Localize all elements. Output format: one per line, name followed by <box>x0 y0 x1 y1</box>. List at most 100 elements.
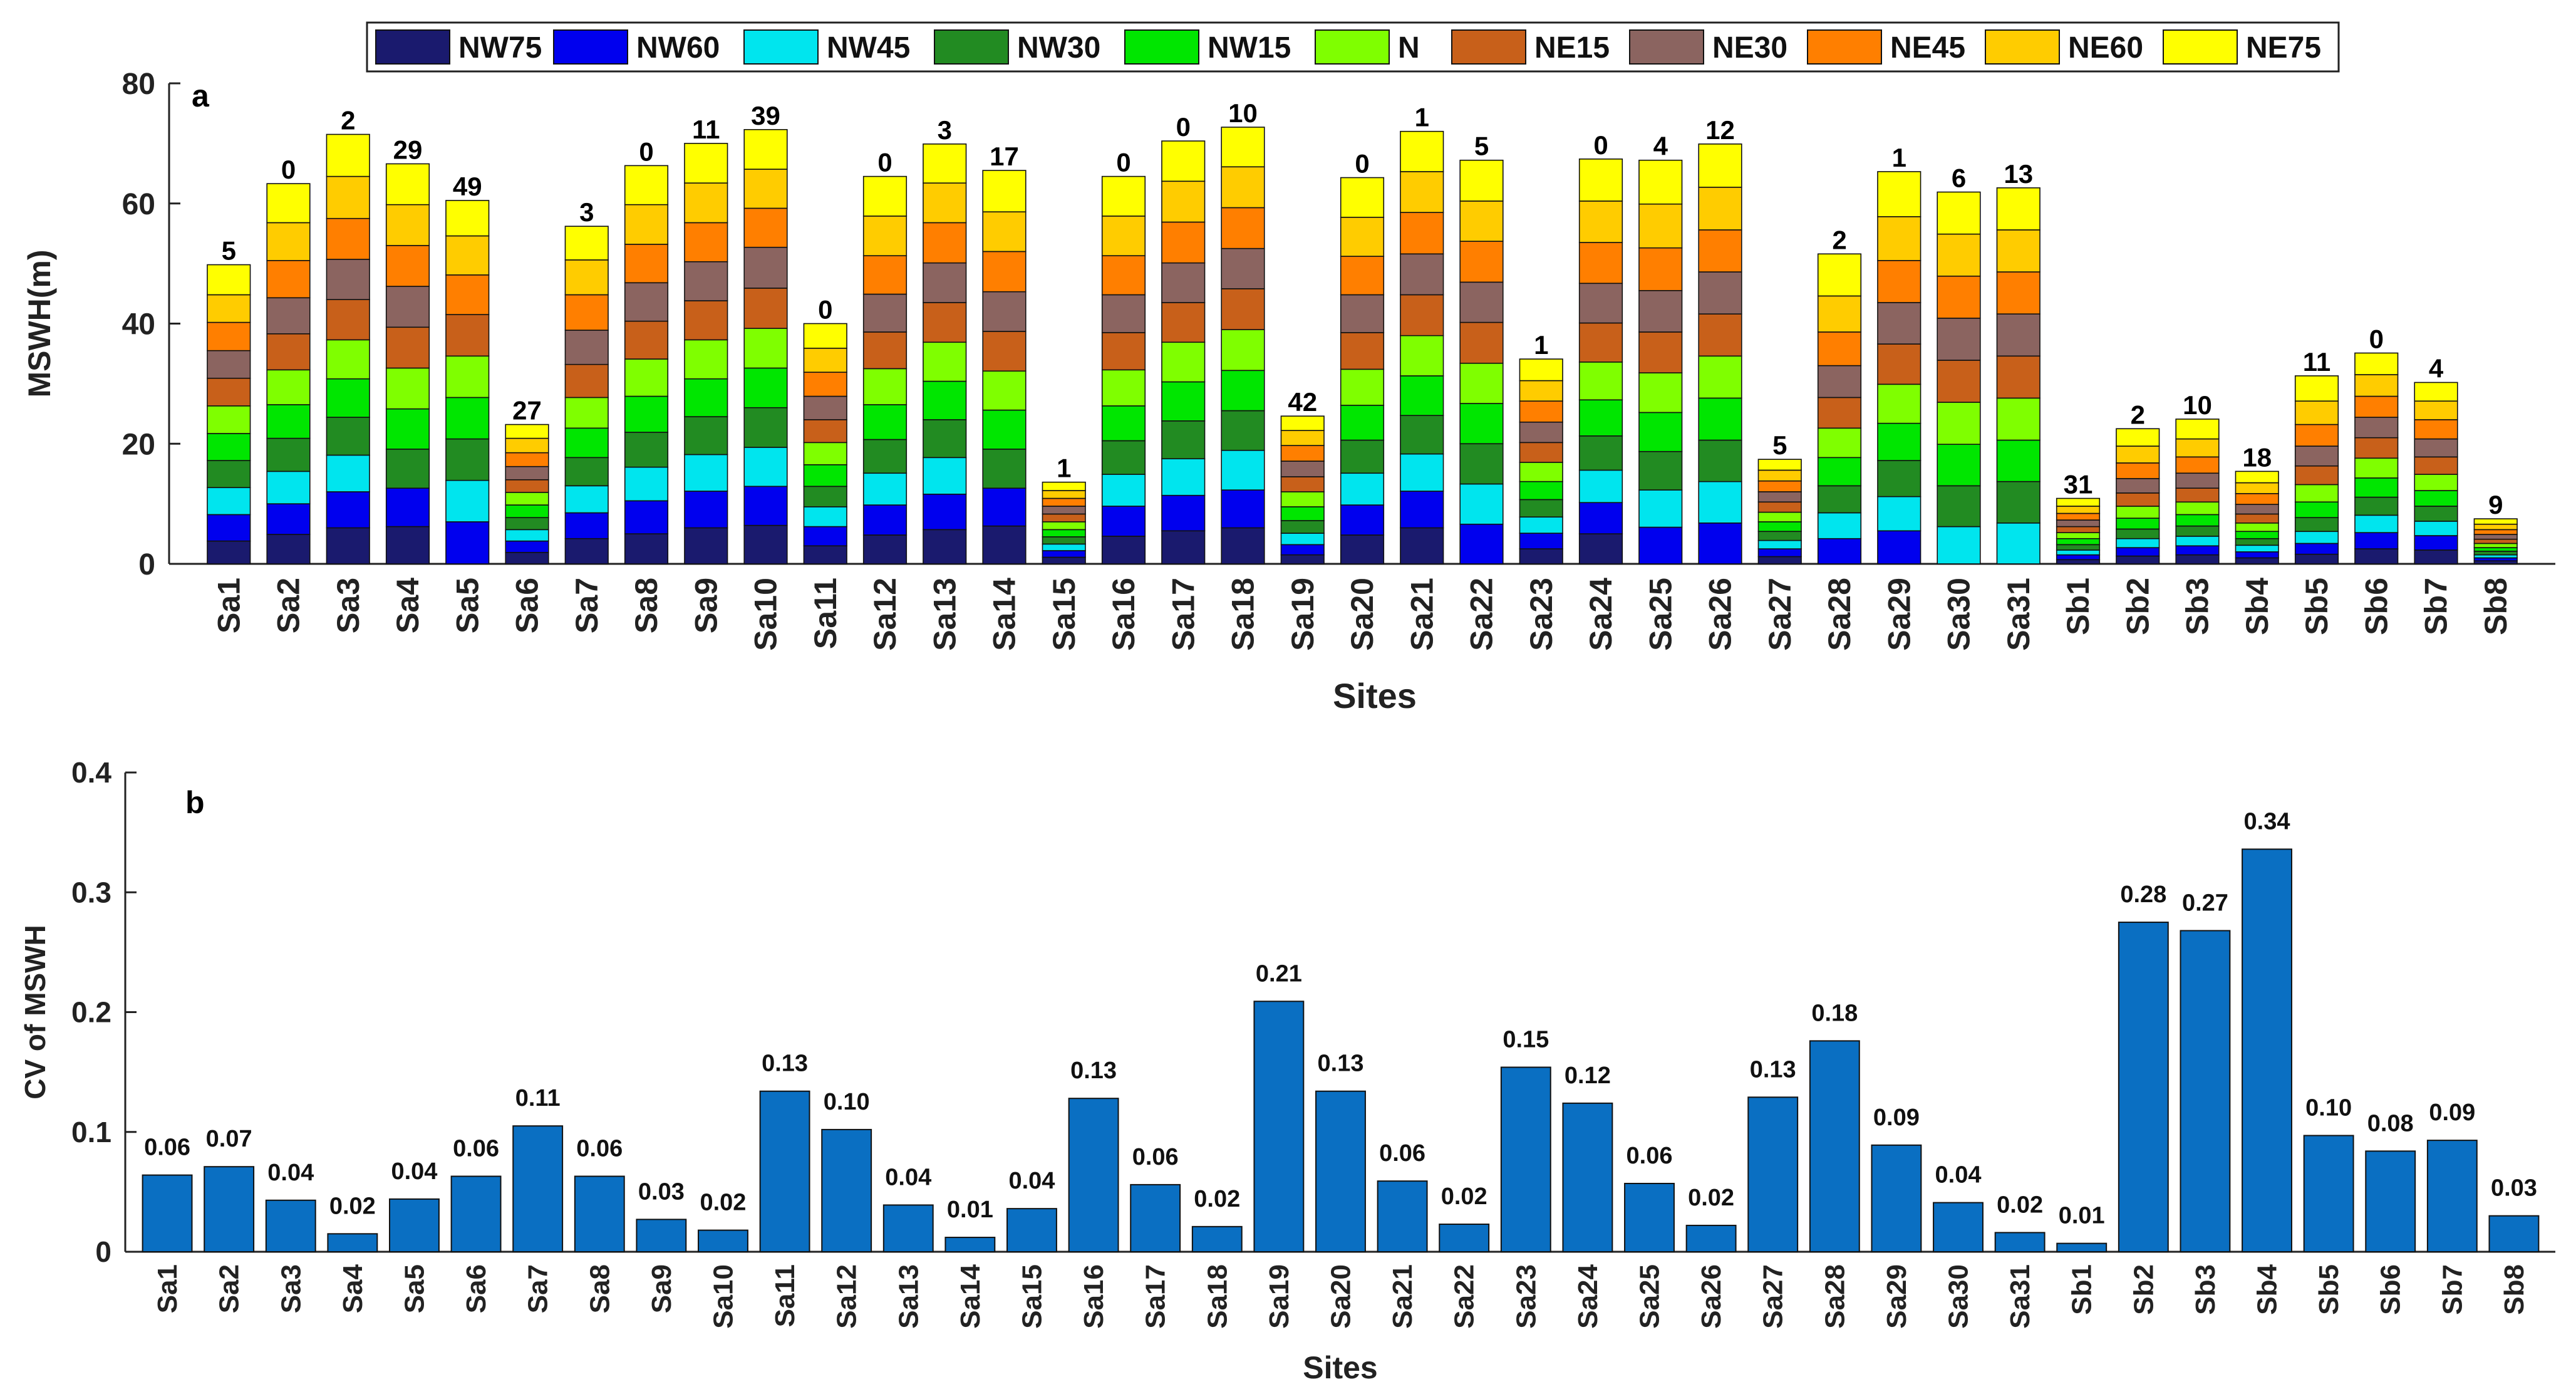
bar-segment-sb5-nw60 <box>2294 543 2339 555</box>
bar-segment-sa16-ne60 <box>1101 216 1146 256</box>
cv-value-label-sa26: 0.02 <box>1688 1185 1734 1211</box>
bar-segment-sa22-nw45 <box>1459 483 1504 525</box>
bar-segment-sa10-n <box>743 328 788 369</box>
x-tick-label-sa7: Sa7 <box>569 578 604 633</box>
top-label-sa31: 13 <box>2004 159 2033 189</box>
bar-segment-sb4-ne75 <box>2235 471 2279 484</box>
x-tick-label-sb1: Sb1 <box>2061 578 2096 635</box>
legend-label-nw75: NW75 <box>458 31 542 65</box>
cv-value-label-sa12: 0.10 <box>824 1089 870 1115</box>
cv-bar-sa1 <box>142 1174 193 1252</box>
bar-segment-sa25-ne60 <box>1638 203 1683 249</box>
bar-segment-sa29-ne45 <box>1877 260 1922 303</box>
top-label-sa6: 27 <box>512 396 542 425</box>
panel-b-y-tick-label: 0.4 <box>71 756 111 789</box>
cv-value-label-sb8: 0.03 <box>2491 1175 2537 1202</box>
bar-segment-sa21-nw75 <box>1400 527 1444 564</box>
bar-segment-sa3-ne45 <box>326 217 370 260</box>
bar-segment-sa7-ne45 <box>564 294 609 331</box>
cv-x-tick-label-sa6: Sa6 <box>461 1264 492 1313</box>
bar-segment-sb5-ne75 <box>2294 375 2339 402</box>
bar-segment-sa9-ne45 <box>684 222 728 263</box>
bar-segment-sb3-nw45 <box>2175 536 2220 547</box>
legend-swatch-n <box>1315 29 1390 65</box>
cv-x-tick-label-sb8: Sb8 <box>2499 1264 2530 1315</box>
bar-segment-sb6-ne45 <box>2354 395 2399 418</box>
bar-segment-sa18-nw75 <box>1221 527 1265 564</box>
x-tick-label-sa18: Sa18 <box>1226 578 1261 651</box>
cv-x-tick-label-sa21: Sa21 <box>1387 1264 1418 1329</box>
bar-segment-sa12-ne15 <box>862 331 908 370</box>
bar-segment-sa24-ne60 <box>1578 200 1623 243</box>
cv-bar-sa12 <box>821 1128 872 1253</box>
bar-segment-sb6-ne60 <box>2354 374 2399 397</box>
bar-segment-sa16-nw45 <box>1101 474 1146 507</box>
bar-segment-sb6-ne30 <box>2354 417 2399 439</box>
bar-segment-sa1-nw60 <box>207 514 251 542</box>
cv-x-tick-label-sa26: Sa26 <box>1696 1264 1727 1329</box>
bar-segment-sb7-nw75 <box>2414 549 2458 564</box>
bar-segment-sa31-nw30 <box>1996 481 2041 524</box>
cv-bar-sa27 <box>1747 1096 1799 1252</box>
cv-bar-sa8 <box>574 1175 625 1252</box>
bar-segment-sa30-ne45 <box>1937 275 1981 319</box>
bar-segment-sa27-ne15 <box>1757 501 1802 513</box>
bar-segment-sa18-ne15 <box>1221 288 1265 330</box>
bar-segment-sa20-nw30 <box>1340 439 1385 474</box>
bar-segment-sa13-nw15 <box>923 380 967 420</box>
bar-segment-sa4-ne60 <box>385 204 430 246</box>
bar-segment-sa25-n <box>1638 372 1683 413</box>
legend-swatch-nw15 <box>1124 29 1199 65</box>
bar-segment-sa16-ne30 <box>1101 294 1146 333</box>
bar-segment-sa10-ne15 <box>743 288 788 329</box>
top-label-sa13: 3 <box>938 115 952 145</box>
bar-segment-sb5-nw30 <box>2294 517 2339 533</box>
cv-bar-sa24 <box>1562 1102 1613 1252</box>
bar-segment-sa24-ne15 <box>1578 322 1623 363</box>
bar-segment-sb4-n <box>2235 523 2279 533</box>
bar-segment-sa7-ne15 <box>564 363 609 398</box>
panel-b-y-tick-labels: 0 0.1 0.2 0.3 0.4 <box>71 756 111 1268</box>
bar-segment-sa13-nw75 <box>923 529 967 564</box>
bar-segment-sa2-ne45 <box>266 260 311 299</box>
bar-segment-sa19-ne75 <box>1280 415 1325 431</box>
cv-x-tick-label-sa4: Sa4 <box>338 1264 368 1313</box>
cv-bar-sa6 <box>450 1175 502 1252</box>
bar-segment-sa19-ne15 <box>1280 476 1325 492</box>
legend-swatch-nw75 <box>375 29 450 65</box>
cv-value-label-sa17: 0.06 <box>1132 1144 1179 1170</box>
top-label-sb3: 10 <box>2183 390 2212 420</box>
cv-bar-sb2 <box>2118 922 2169 1252</box>
cv-x-tick-label-sa31: Sa31 <box>2005 1264 2035 1329</box>
bar-segment-sb3-ne45 <box>2175 456 2220 474</box>
cv-x-tick-label-sa22: Sa22 <box>1449 1264 1480 1329</box>
legend-swatch-ne45 <box>1807 29 1882 65</box>
cv-value-label-sa6: 0.06 <box>453 1136 499 1162</box>
x-tick-label-sa12: Sa12 <box>867 578 903 651</box>
top-label-sa17: 0 <box>1176 112 1191 142</box>
cv-bar-sa13 <box>882 1204 934 1252</box>
cv-bar-sa29 <box>1871 1144 1922 1252</box>
panel-a-y-tick-label: 60 <box>122 188 155 221</box>
cv-bar-sa23 <box>1500 1066 1551 1252</box>
bar-segment-sa31-ne30 <box>1996 313 2041 357</box>
panel-a-y-tick-label: 80 <box>122 68 155 101</box>
bar-segment-sa19-nw15 <box>1280 506 1325 521</box>
top-label-sa24: 0 <box>1593 130 1608 160</box>
cv-x-tick-label-sa27: Sa27 <box>1758 1264 1789 1329</box>
bar-segment-sb5-n <box>2294 484 2339 503</box>
bar-segment-sb6-nw30 <box>2354 496 2399 516</box>
x-tick-label-sa24: Sa24 <box>1583 578 1618 651</box>
cv-value-label-sb2: 0.28 <box>2120 882 2166 908</box>
legend-label-nw15: NW15 <box>1208 31 1291 65</box>
bar-segment-sb6-nw45 <box>2354 514 2399 533</box>
bar-segment-sb2-ne45 <box>2116 462 2160 479</box>
panel-a-y-axis-label: MSWH(m) <box>22 249 57 397</box>
cv-value-label-sa22: 0.02 <box>1441 1183 1487 1210</box>
bar-segment-sa19-nw30 <box>1280 520 1325 534</box>
bar-segment-sa19-ne60 <box>1280 430 1325 446</box>
bar-segment-sb7-ne15 <box>2414 456 2458 475</box>
x-tick-label-sa9: Sa9 <box>688 578 723 633</box>
bar-segment-sa20-ne75 <box>1340 177 1385 218</box>
